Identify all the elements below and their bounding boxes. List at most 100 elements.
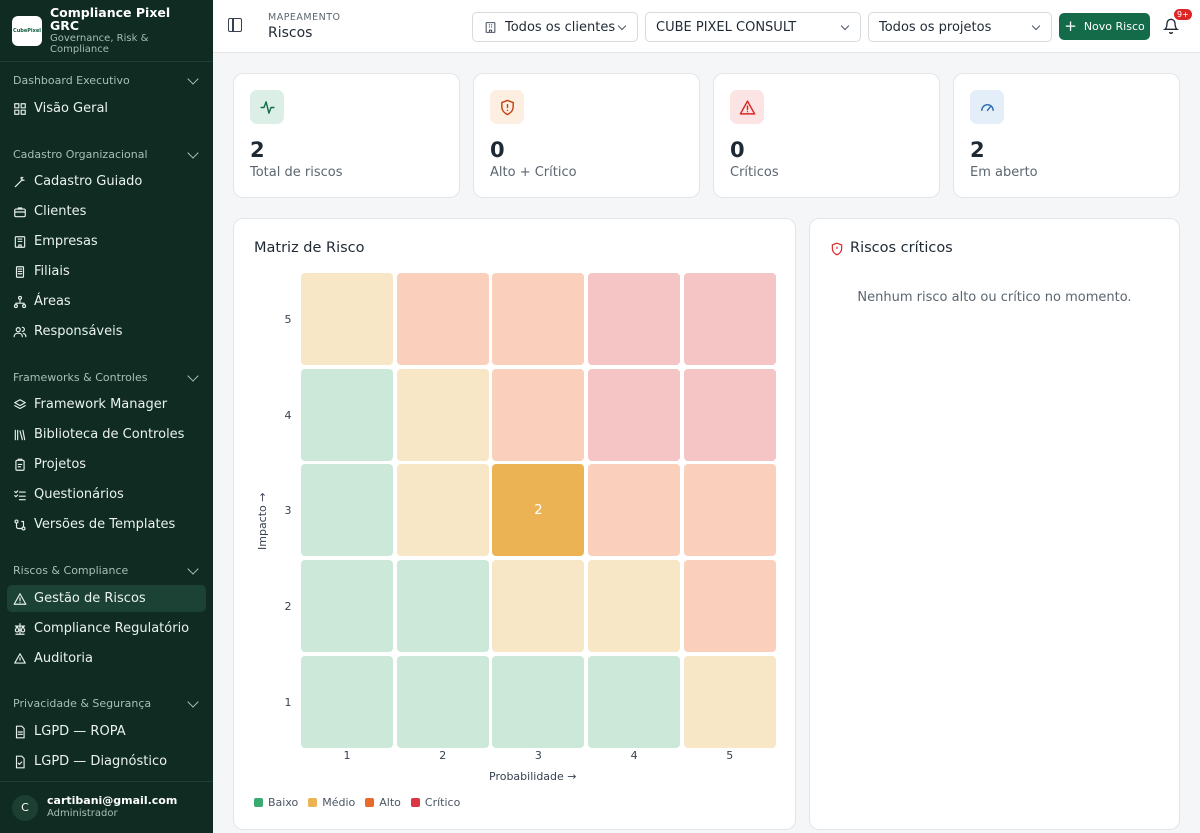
stat-label: Críticos xyxy=(730,165,779,180)
matrix-cell[interactable] xyxy=(683,655,776,748)
x-tick-label: 2 xyxy=(439,749,447,762)
stat-value: 2 xyxy=(250,138,265,162)
y-tick-label: 3 xyxy=(284,504,292,518)
sidebar-item[interactable]: Visão Geral xyxy=(7,95,206,122)
brand-title: Compliance Pixel GRC xyxy=(50,4,171,33)
y-axis-label: Impacto → xyxy=(256,492,269,551)
page-title: Riscos xyxy=(268,25,313,41)
audit-icon xyxy=(13,652,27,666)
matrix-cell[interactable] xyxy=(683,368,776,461)
matrix-cell[interactable] xyxy=(301,560,393,653)
matrix-cell[interactable] xyxy=(683,464,776,557)
legend-item: Médio xyxy=(308,796,355,809)
file-check-icon xyxy=(13,755,27,769)
critical-risks-empty: Nenhum risco alto ou crítico no momento. xyxy=(857,290,1132,305)
sidebar-section-header[interactable]: Dashboard Executivo xyxy=(13,72,200,87)
x-tick-label: 3 xyxy=(534,749,542,762)
project-filter-select[interactable]: Todos os projetos xyxy=(868,12,1052,42)
matrix-cell[interactable] xyxy=(301,464,393,557)
clipboard-icon xyxy=(13,458,27,472)
chevron-down-icon xyxy=(187,562,199,575)
sidebar-item[interactable]: Filiais xyxy=(7,258,206,285)
sidebar-item[interactable]: Biblioteca de Controles xyxy=(7,421,206,448)
matrix-cell[interactable] xyxy=(588,560,681,653)
client-filter-value: Todos os clientes xyxy=(505,19,616,35)
shield-alert-icon xyxy=(831,242,843,256)
list-check-icon xyxy=(13,488,27,502)
bell-icon[interactable] xyxy=(1163,17,1179,35)
matrix-cell[interactable]: 2 xyxy=(492,464,585,557)
git-icon xyxy=(13,518,27,532)
sidebar-item[interactable]: Gestão de Riscos xyxy=(7,585,206,612)
matrix-cell[interactable] xyxy=(588,273,681,365)
sidebar-item[interactable]: LGPD — Diagnóstico xyxy=(7,748,206,775)
building-small-icon xyxy=(13,265,27,279)
file-icon xyxy=(13,725,27,739)
new-risk-button[interactable]: + Novo Risco xyxy=(1059,13,1150,40)
matrix-cell[interactable] xyxy=(492,368,585,461)
brand[interactable]: CubePixel Compliance Pixel GRC Governanc… xyxy=(0,0,213,62)
matrix-cell[interactable] xyxy=(588,655,681,748)
matrix-cell[interactable] xyxy=(301,273,393,365)
building-icon xyxy=(485,22,496,33)
legend-label: Crítico xyxy=(424,796,461,809)
matrix-cell[interactable] xyxy=(492,655,585,748)
sidebar-section-header[interactable]: Cadastro Organizacional xyxy=(13,146,200,161)
sidebar-item-label: Cadastro Guiado xyxy=(34,174,143,189)
stat-value: 2 xyxy=(970,138,985,162)
sidebar-item[interactable]: Cadastro Guiado xyxy=(7,168,206,195)
wand-icon xyxy=(13,175,27,189)
sidebar-section-header[interactable]: Riscos & Compliance xyxy=(13,562,200,577)
sidebar-item[interactable]: Questionários xyxy=(7,481,206,508)
matrix-cell[interactable] xyxy=(492,273,585,365)
plus-icon: + xyxy=(1064,17,1077,35)
matrix-cell[interactable] xyxy=(396,464,489,557)
matrix-cell[interactable] xyxy=(588,368,681,461)
sidebar-item-label: Empresas xyxy=(34,234,98,249)
sidebar-toggle-icon[interactable] xyxy=(228,18,242,32)
sidebar-item[interactable]: LGPD — ROPA xyxy=(7,718,206,745)
matrix-cell[interactable] xyxy=(301,655,393,748)
stat-label: Alto + Crítico xyxy=(490,165,577,180)
matrix-cell[interactable] xyxy=(301,368,393,461)
matrix-cell[interactable] xyxy=(396,273,489,365)
matrix-cell[interactable] xyxy=(396,368,489,461)
company-filter-select[interactable]: CUBE PIXEL CONSULT xyxy=(645,12,861,42)
sidebar-section-label: Frameworks & Controles xyxy=(13,371,148,384)
legend-swatch xyxy=(308,798,318,807)
chevron-down-icon xyxy=(1031,21,1041,31)
legend-item: Alto xyxy=(365,796,401,809)
chevron-down-icon xyxy=(187,72,199,85)
sidebar-section-header[interactable]: Frameworks & Controles xyxy=(13,369,200,384)
legend-label: Baixo xyxy=(268,796,299,809)
sidebar-item-label: Gestão de Riscos xyxy=(34,591,146,606)
sidebar-item[interactable]: Versões de Templates xyxy=(7,511,206,538)
sidebar-item[interactable]: Empresas xyxy=(7,228,206,255)
matrix-cell[interactable] xyxy=(683,560,776,653)
sidebar-item[interactable]: Responsáveis xyxy=(7,318,206,345)
y-tick-label: 4 xyxy=(284,408,292,422)
matrix-cell[interactable] xyxy=(683,273,776,365)
chevron-down-icon xyxy=(187,146,199,159)
sidebar-item[interactable]: Projetos xyxy=(7,451,206,478)
sidebar-item[interactable]: Clientes xyxy=(7,198,206,225)
brand-subtitle: Governance, Risk & Compliance xyxy=(50,33,149,55)
matrix-cell[interactable] xyxy=(588,464,681,557)
user-menu[interactable]: C cartibani@gmail.com Administrador xyxy=(0,781,213,833)
sidebar-item-label: LGPD — ROPA xyxy=(34,724,126,739)
breadcrumb: MAPEAMENTO xyxy=(268,12,341,23)
triangle-alert-icon xyxy=(730,90,764,124)
y-tick-label: 2 xyxy=(284,600,292,614)
matrix-cell[interactable] xyxy=(396,655,489,748)
sidebar-item[interactable]: Framework Manager xyxy=(7,391,206,418)
legend-swatch xyxy=(365,798,375,807)
x-tick-label: 4 xyxy=(630,749,638,762)
sidebar-section-header[interactable]: Privacidade & Segurança xyxy=(13,695,200,710)
matrix-cell[interactable] xyxy=(492,560,585,653)
sidebar-item[interactable]: Áreas xyxy=(7,288,206,315)
sidebar-item[interactable]: Compliance Regulatório xyxy=(7,615,206,642)
matrix-cell[interactable] xyxy=(396,560,489,653)
client-filter-select[interactable]: Todos os clientes xyxy=(472,12,638,42)
sidebar-item[interactable]: Auditoria xyxy=(7,645,206,672)
stat-card: 0 Críticos xyxy=(713,73,940,198)
